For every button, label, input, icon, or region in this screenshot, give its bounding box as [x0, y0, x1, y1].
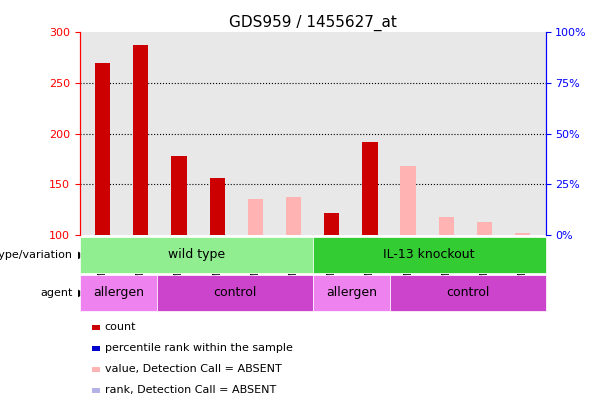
Bar: [133, 45, 148, 235]
Text: IL-13 knockout: IL-13 knockout: [383, 248, 475, 261]
Text: control: control: [446, 286, 490, 299]
Bar: [286, 197, 301, 235]
Bar: [515, 233, 530, 235]
Text: ▶: ▶: [78, 250, 86, 260]
Text: agent: agent: [40, 288, 72, 298]
Bar: [210, 178, 225, 235]
Text: ▶: ▶: [78, 288, 86, 298]
Text: genotype/variation: genotype/variation: [0, 250, 72, 260]
Text: allergen: allergen: [93, 286, 144, 299]
Text: rank, Detection Call = ABSENT: rank, Detection Call = ABSENT: [105, 386, 276, 395]
Bar: [400, 166, 416, 235]
Bar: [324, 213, 340, 235]
Text: control: control: [213, 286, 257, 299]
Bar: [172, 156, 186, 235]
Bar: [477, 222, 492, 235]
Text: allergen: allergen: [326, 286, 377, 299]
Title: GDS959 / 1455627_at: GDS959 / 1455627_at: [229, 15, 397, 31]
Bar: [362, 142, 378, 235]
Bar: [439, 217, 454, 235]
Text: percentile rank within the sample: percentile rank within the sample: [105, 343, 292, 353]
Text: wild type: wild type: [167, 248, 225, 261]
Bar: [95, 63, 110, 235]
Text: value, Detection Call = ABSENT: value, Detection Call = ABSENT: [105, 364, 281, 374]
Text: count: count: [105, 322, 136, 332]
Bar: [248, 199, 263, 235]
